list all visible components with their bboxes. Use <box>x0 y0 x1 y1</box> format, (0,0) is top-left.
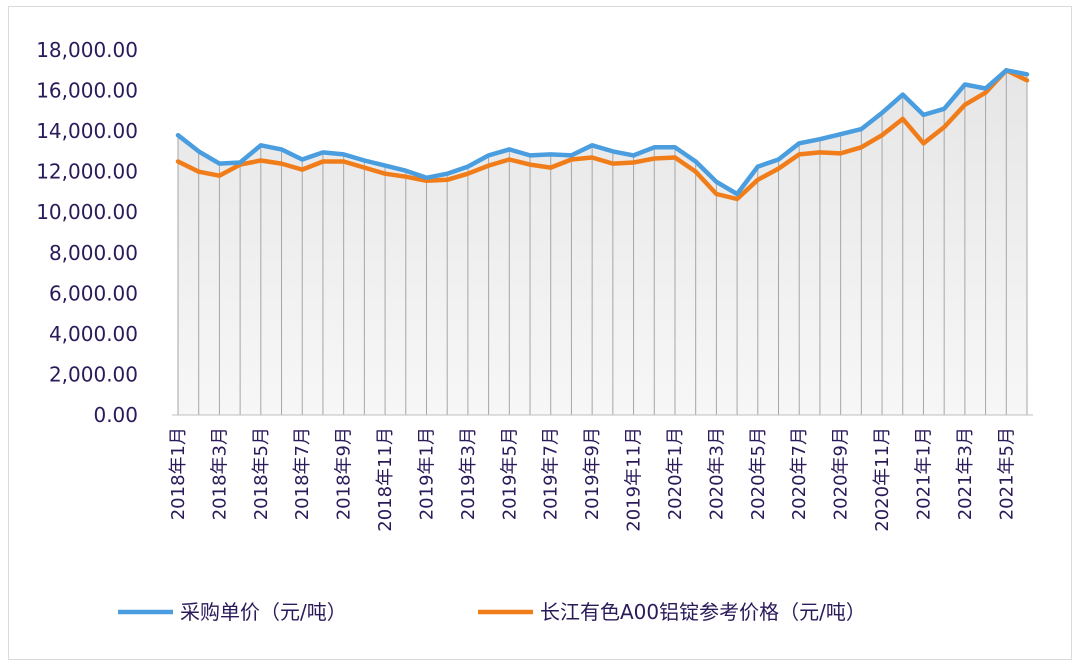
y-axis-ticks: 0.00 2,000.00 4,000.00 6,000.00 8,000.00 10,0… <box>36 38 138 427</box>
x-tick-label: 2020年5月 <box>748 427 769 520</box>
y-tick-label: 0.00 <box>93 403 138 427</box>
x-axis-ticks: 2018年1月 2018年3月 2018年5月 2018年7月 2018年9月 2018年… <box>168 427 1017 532</box>
x-tick-label: 2019年1月 <box>417 427 438 520</box>
x-tick-label: 2021年3月 <box>955 427 976 520</box>
y-tick-label: 8,000.00 <box>49 241 138 265</box>
legend: 采购单价（元/吨） 长江有色A00铝锭参考价格（元/吨） <box>118 600 866 624</box>
y-tick-label: 12,000.00 <box>36 160 138 184</box>
series-line-changjiang-a00-price <box>175 68 1030 202</box>
x-tick-label: 2020年1月 <box>665 427 686 520</box>
x-tick-label: 2019年11月 <box>624 427 645 532</box>
legend-label: 采购单价（元/吨） <box>180 600 347 624</box>
y-tick-label: 14,000.00 <box>36 119 138 143</box>
y-tick-label: 16,000.00 <box>36 79 138 103</box>
x-tick-label: 2019年3月 <box>458 427 479 520</box>
y-tick-label: 10,000.00 <box>36 200 138 224</box>
x-tick-label: 2020年7月 <box>789 427 810 520</box>
y-tick-label: 4,000.00 <box>49 322 138 346</box>
x-tick-label: 2021年1月 <box>914 427 935 520</box>
area-fill <box>178 70 1027 416</box>
x-tick-label: 2020年9月 <box>831 427 852 520</box>
x-tick-label: 2018年11月 <box>375 427 396 532</box>
series-layer <box>175 68 1030 202</box>
legend-label: 长江有色A00铝锭参考价格（元/吨） <box>540 600 866 624</box>
x-tick-label: 2020年3月 <box>706 427 727 520</box>
x-tick-label: 2020年11月 <box>872 427 893 532</box>
y-tick-label: 6,000.00 <box>49 281 138 305</box>
x-tick-label: 2018年7月 <box>292 427 313 520</box>
x-tick-label: 2018年3月 <box>209 427 230 520</box>
x-tick-label: 2018年9月 <box>334 427 355 520</box>
series-line-purchase-price <box>175 68 1030 197</box>
y-tick-label: 18,000.00 <box>36 38 138 62</box>
x-tick-label: 2019年5月 <box>499 427 520 520</box>
area-fill-layer <box>178 70 1027 416</box>
x-tick-label: 2018年5月 <box>251 427 272 520</box>
x-tick-label: 2019年7月 <box>541 427 562 520</box>
y-tick-label: 2,000.00 <box>49 362 138 386</box>
drop-lines-layer <box>177 70 1028 415</box>
x-tick-label: 2018年1月 <box>168 427 189 520</box>
x-tick-label: 2019年9月 <box>582 427 603 520</box>
x-tick-label: 2021年5月 <box>996 427 1017 520</box>
